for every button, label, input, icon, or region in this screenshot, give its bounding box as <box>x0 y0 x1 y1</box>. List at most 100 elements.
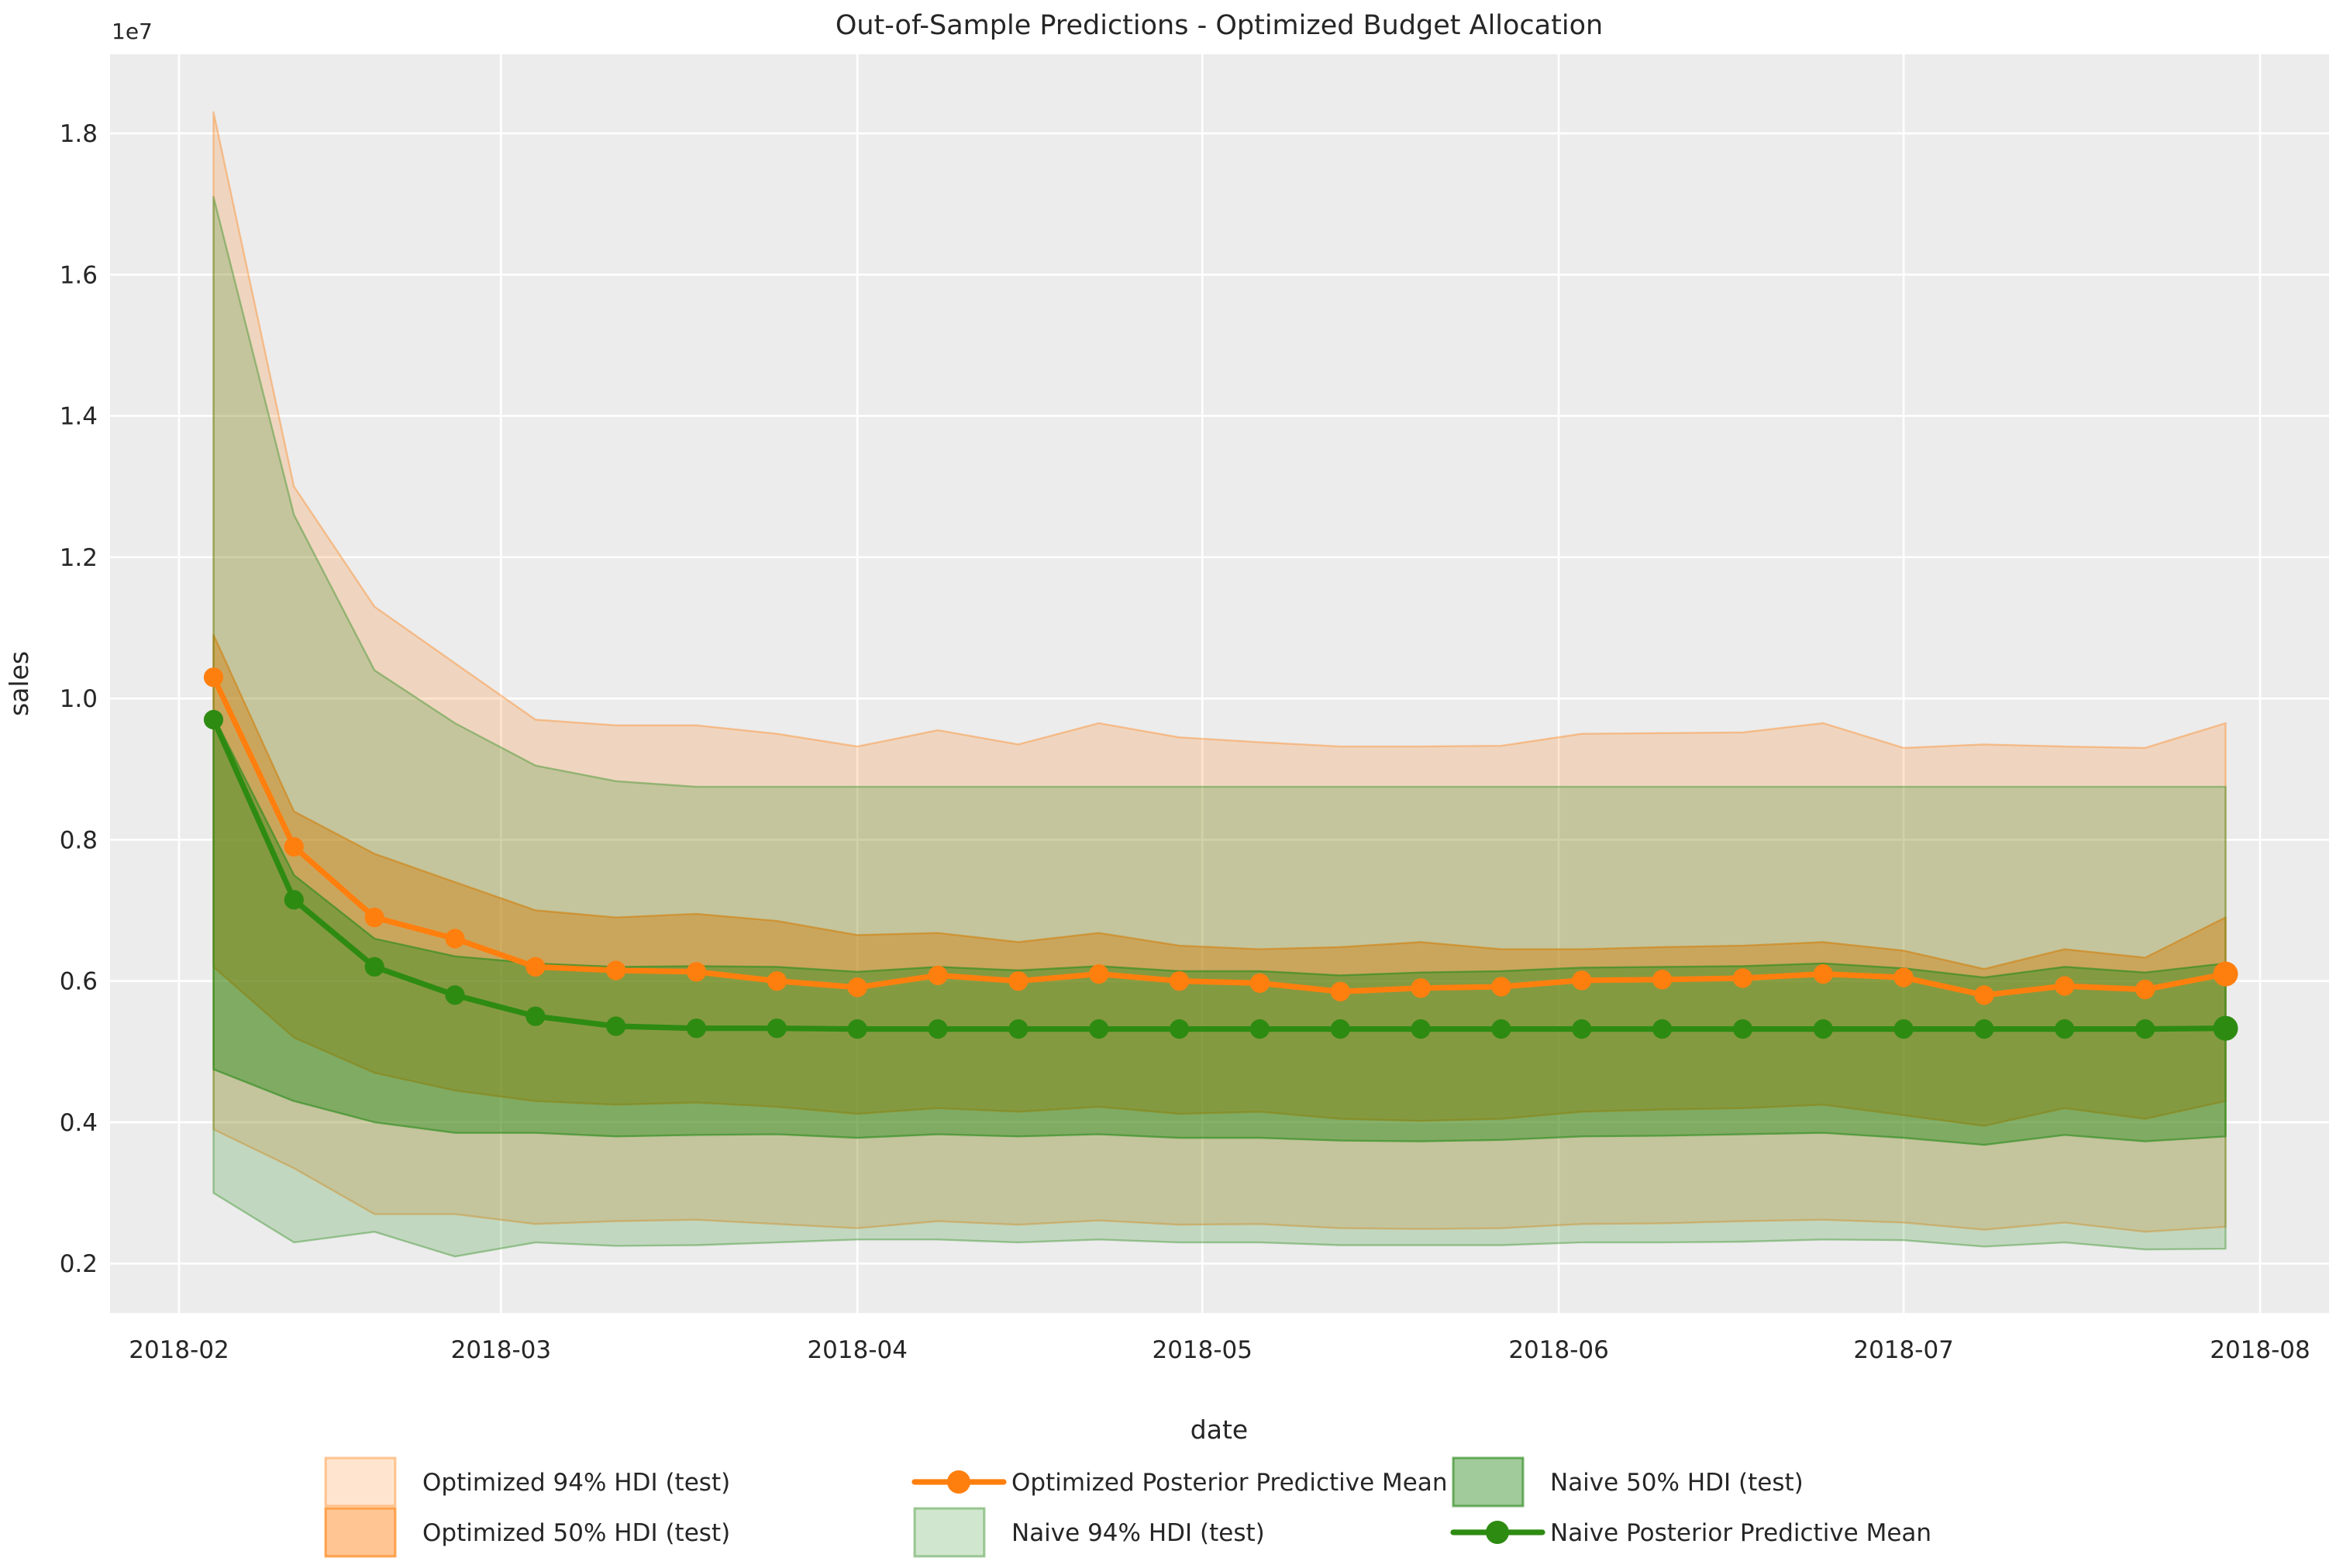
data-point-marker-optimized-posterior-predictive-mean <box>2135 980 2155 1000</box>
data-point-marker-naive-posterior-predictive-mean <box>928 1019 948 1039</box>
data-point-marker-naive-posterior-predictive-mean <box>2213 1015 2238 1041</box>
y-tick-label: 0.4 <box>60 1109 98 1137</box>
legend-label: Optimized Posterior Predictive Mean <box>1011 1469 1448 1497</box>
legend-item: Naive Posterior Predictive Mean <box>1450 1519 1931 1547</box>
data-point-marker-optimized-posterior-predictive-mean <box>445 929 465 949</box>
legend-swatch-patch <box>324 1507 397 1558</box>
data-point-marker-optimized-posterior-predictive-mean <box>1411 978 1431 998</box>
data-point-marker-naive-posterior-predictive-mean <box>1974 1019 1994 1039</box>
plot-background <box>110 54 2329 1313</box>
y-axis-offset-label: 1e7 <box>112 19 153 44</box>
data-point-marker-naive-posterior-predictive-mean <box>847 1019 867 1039</box>
legend-item: Optimized Posterior Predictive Mean <box>911 1469 1448 1497</box>
y-axis-label: sales <box>4 651 34 716</box>
data-point-marker-naive-posterior-predictive-mean <box>1652 1019 1673 1039</box>
y-tick-label: 0.6 <box>60 968 98 996</box>
data-point-marker-optimized-posterior-predictive-mean <box>364 908 384 928</box>
data-point-marker-naive-posterior-predictive-mean <box>1893 1019 1914 1039</box>
data-point-marker-optimized-posterior-predictive-mean <box>1170 971 1190 991</box>
legend-label: Naive Posterior Predictive Mean <box>1550 1519 1931 1547</box>
legend-item: Naive 94% HDI (test) <box>913 1507 1265 1558</box>
data-point-marker-optimized-posterior-predictive-mean <box>1249 973 1270 993</box>
data-point-marker-naive-posterior-predictive-mean <box>525 1006 546 1026</box>
hdi-band-naive-50-hdi-test- <box>212 715 2227 1146</box>
page-title: Out-of-Sample Predictions - Optimized Bu… <box>836 10 1603 41</box>
data-point-marker-naive-posterior-predictive-mean <box>1170 1019 1190 1039</box>
legend-item: Optimized 94% HDI (test) <box>324 1456 730 1508</box>
data-point-marker-naive-posterior-predictive-mean <box>284 890 304 910</box>
data-point-marker-optimized-posterior-predictive-mean <box>1813 964 1833 984</box>
mean-line-optimized-posterior-predictive-mean <box>210 674 2229 998</box>
data-point-marker-naive-posterior-predictive-mean <box>1008 1019 1029 1039</box>
data-point-marker-naive-posterior-predictive-mean <box>2055 1019 2075 1039</box>
data-point-marker-naive-posterior-predictive-mean <box>1249 1019 1270 1039</box>
data-point-marker-optimized-posterior-predictive-mean <box>1572 970 1592 991</box>
data-point-marker-optimized-posterior-predictive-mean <box>1330 981 1350 1001</box>
data-point-marker-naive-posterior-predictive-mean <box>1411 1019 1431 1039</box>
data-point-marker-optimized-posterior-predictive-mean <box>847 977 867 998</box>
data-point-marker-optimized-posterior-predictive-mean <box>1893 967 1914 987</box>
data-point-marker-naive-posterior-predictive-mean <box>686 1018 707 1039</box>
x-tick-label: 2018-04 <box>807 1336 908 1364</box>
data-point-marker-optimized-posterior-predictive-mean <box>284 836 304 857</box>
legend-swatch-patch <box>324 1456 397 1508</box>
data-point-marker-optimized-posterior-predictive-mean <box>2213 961 2238 987</box>
legend-item: Optimized 50% HDI (test) <box>324 1507 730 1558</box>
tick-labels: 2018-02 2018-03 2018-04 2018-05 2018-06 2018-… <box>60 120 2310 1364</box>
data-point-marker-optimized-posterior-predictive-mean <box>1652 970 1673 990</box>
data-point-marker-naive-posterior-predictive-mean <box>445 985 465 1005</box>
data-point-marker-optimized-posterior-predictive-mean <box>686 962 707 982</box>
y-tick-label: 0.2 <box>60 1250 98 1278</box>
mean-lines <box>203 667 2238 1041</box>
x-tick-label: 2018-08 <box>2210 1336 2310 1364</box>
legend-swatch-patch <box>913 1507 986 1558</box>
data-point-marker-optimized-posterior-predictive-mean <box>1974 985 1994 1005</box>
data-point-marker-optimized-posterior-predictive-mean <box>1008 971 1029 991</box>
data-point-marker-naive-posterior-predictive-mean <box>2135 1019 2155 1039</box>
x-tick-label: 2018-06 <box>1508 1336 1609 1364</box>
data-point-marker-naive-posterior-predictive-mean <box>364 956 384 977</box>
legend-label: Optimized 50% HDI (test) <box>422 1519 730 1547</box>
data-point-marker-optimized-posterior-predictive-mean <box>928 965 948 985</box>
data-point-marker-naive-posterior-predictive-mean <box>1491 1019 1511 1039</box>
data-point-marker-naive-posterior-predictive-mean <box>203 709 224 730</box>
legend-swatch-marker <box>947 1470 970 1494</box>
y-tick-label: 1.8 <box>60 120 98 148</box>
data-point-marker-naive-posterior-predictive-mean <box>1089 1019 1109 1039</box>
x-axis-label: date <box>1190 1415 1248 1445</box>
legend-item: Naive 50% HDI (test) <box>1452 1456 1804 1508</box>
hdi-band-optimized-94-hdi-test- <box>212 111 2227 1233</box>
data-point-marker-optimized-posterior-predictive-mean <box>525 956 546 977</box>
legend-label: Naive 94% HDI (test) <box>1011 1519 1265 1547</box>
y-tick-label: 1.6 <box>60 261 98 289</box>
data-point-marker-optimized-posterior-predictive-mean <box>2055 976 2075 996</box>
legend-label: Naive 50% HDI (test) <box>1550 1469 1804 1497</box>
x-tick-label: 2018-02 <box>129 1336 229 1364</box>
y-tick-label: 1.0 <box>60 685 98 713</box>
data-point-marker-optimized-posterior-predictive-mean <box>1089 964 1109 984</box>
x-tick-label: 2018-03 <box>451 1336 552 1364</box>
legend-swatch-marker <box>1486 1521 1509 1544</box>
data-point-marker-optimized-posterior-predictive-mean <box>1732 968 1753 988</box>
data-point-marker-naive-posterior-predictive-mean <box>1732 1019 1753 1039</box>
data-point-marker-naive-posterior-predictive-mean <box>1813 1019 1833 1039</box>
legend: Optimized 94% HDI (test) Optimized 50% HD… <box>324 1456 1931 1558</box>
data-point-marker-naive-posterior-predictive-mean <box>1572 1019 1592 1039</box>
legend-label: Optimized 94% HDI (test) <box>422 1469 730 1497</box>
x-tick-label: 2018-07 <box>1853 1336 1954 1364</box>
x-tick-label: 2018-05 <box>1152 1336 1252 1364</box>
data-point-marker-optimized-posterior-predictive-mean <box>606 960 626 980</box>
data-point-marker-optimized-posterior-predictive-mean <box>203 667 224 688</box>
data-point-marker-naive-posterior-predictive-mean <box>1330 1019 1350 1039</box>
y-tick-label: 0.8 <box>60 826 98 854</box>
mean-line-naive-posterior-predictive-mean <box>210 716 2229 1032</box>
hdi-band-naive-94-hdi-test- <box>212 195 2227 1258</box>
data-point-marker-naive-posterior-predictive-mean <box>606 1016 626 1036</box>
hdi-bands <box>212 111 2227 1258</box>
legend-swatch-patch <box>1452 1456 1525 1508</box>
y-tick-label: 1.2 <box>60 544 98 572</box>
data-point-marker-naive-posterior-predictive-mean <box>767 1018 787 1039</box>
y-tick-label: 1.4 <box>60 403 98 431</box>
